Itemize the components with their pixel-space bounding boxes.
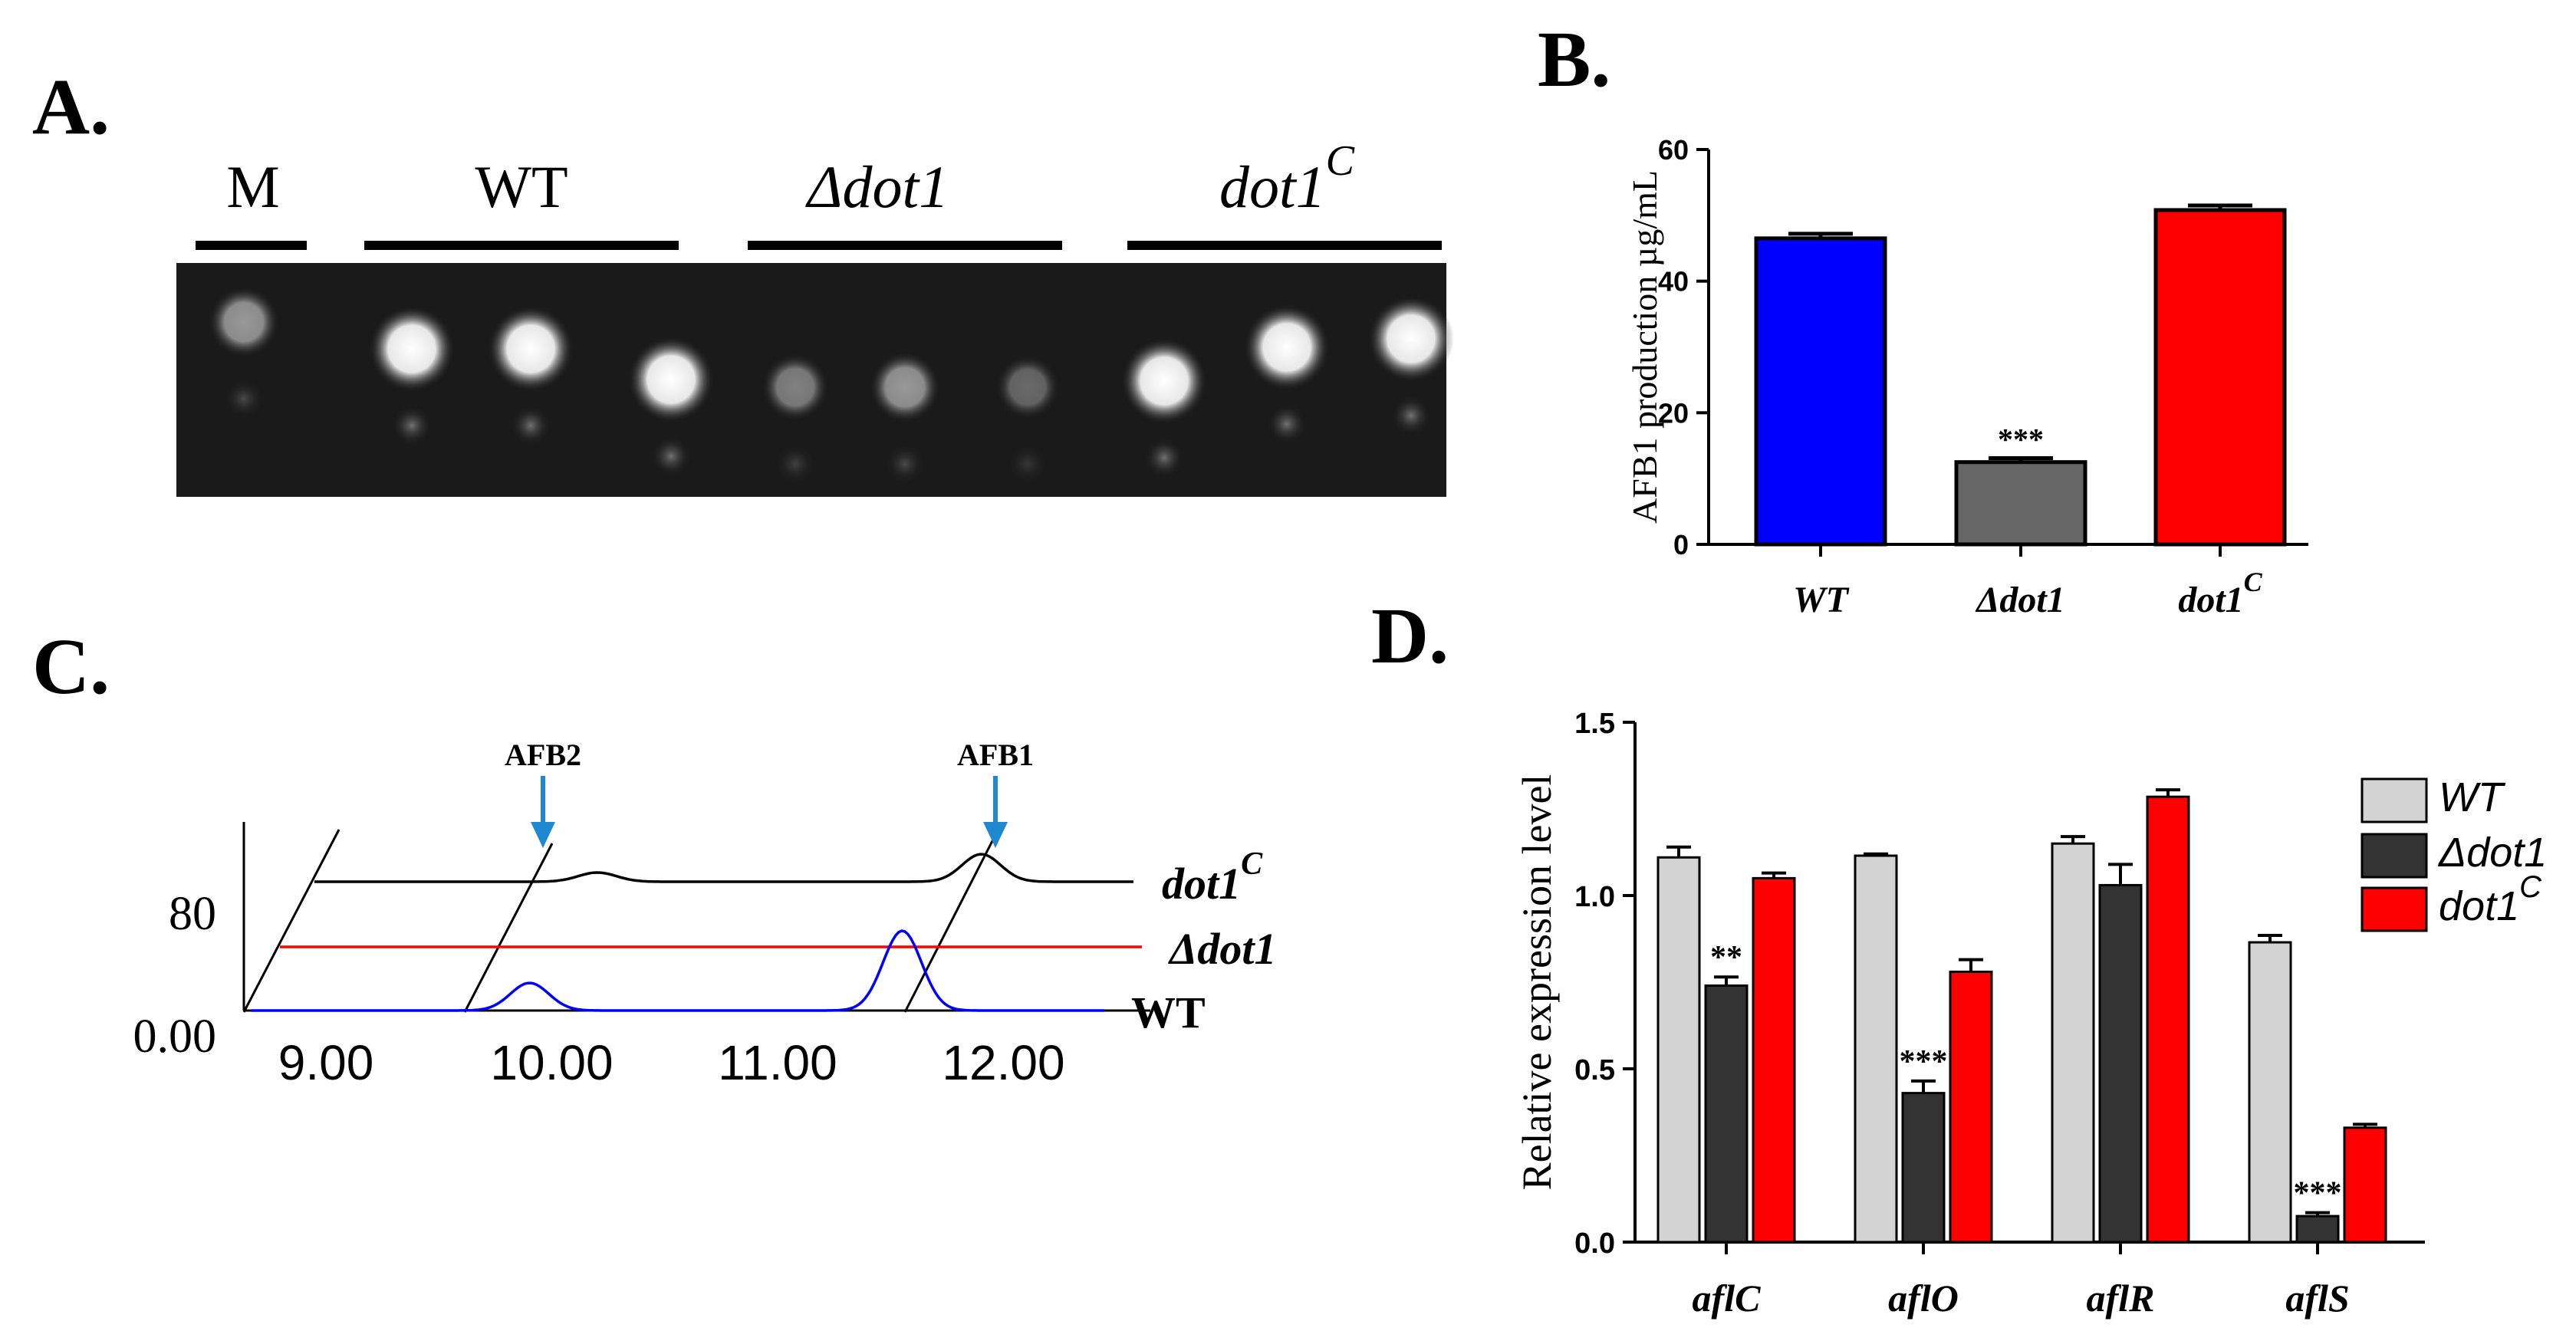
y-tick-label: 0 (1673, 529, 1689, 560)
bar (2153, 208, 2287, 547)
bar (1954, 460, 2087, 547)
tlc-spot (869, 351, 941, 423)
panel-c-chromatogram: 9.00 10.00 11.00 12.00 0.00 80 dot1C Δdot1 WT AFB… (133, 738, 1277, 1090)
tlc-spot-faint (651, 436, 691, 476)
tlc-spot (369, 306, 455, 392)
x-tick-label: aflO (1888, 1277, 1959, 1320)
tlc-spot (1121, 338, 1207, 424)
legend-swatch (2361, 777, 2428, 823)
x-tick-label: Δdot1 (1975, 580, 2064, 620)
y-axis-label: Relative expression level (1514, 774, 1560, 1191)
x-tick-label: 11.00 (718, 1035, 837, 1090)
bar (1656, 856, 1701, 1244)
x-tick-label: 12.00 (942, 1035, 1064, 1090)
x-tick-label: aflS (2285, 1277, 2349, 1320)
peak-arrow-head (531, 822, 555, 848)
trace-line (314, 853, 1133, 883)
trace-label: WT (1131, 988, 1206, 1037)
tlc-spot-faint (1144, 438, 1184, 478)
panel-label-c: C. (32, 623, 110, 711)
y-tick-label: 0.0 (1574, 1228, 1615, 1260)
significance-mark: *** (1998, 422, 2044, 457)
lane-label: dot1C (1219, 137, 1355, 220)
bar (1754, 236, 1887, 547)
lane-label: WT (475, 153, 568, 220)
y-tick-label: 0.00 (133, 1011, 217, 1063)
tlc-spot-faint (224, 379, 264, 419)
bar (2098, 883, 2143, 1244)
legend-label: dot1C (2439, 870, 2542, 929)
legend-label: WT (2439, 774, 2506, 820)
y-tick-label: 40 (1658, 266, 1689, 297)
bar (2051, 842, 2095, 1244)
trace-label: Δdot1 (1168, 924, 1276, 974)
tlc-spot-faint (775, 444, 815, 484)
bar (1901, 1092, 1946, 1244)
tlc-spot (208, 286, 280, 358)
x-tick-label: 9.00 (278, 1035, 374, 1090)
panel-label-d: D. (1371, 592, 1449, 680)
peak-label: AFB2 (505, 738, 581, 772)
y-tick-label: 60 (1658, 134, 1689, 166)
y-tick-label: 20 (1658, 397, 1689, 429)
tlc-spot-faint (1008, 444, 1048, 484)
panel-a-tlc: M WT Δdot1 dot1C (176, 137, 1454, 497)
bar (2295, 1214, 2340, 1244)
x-tick-label: 10.00 (490, 1035, 613, 1090)
x-tick-label: aflC (1693, 1277, 1762, 1320)
lane-label: M (226, 153, 279, 220)
tlc-spot-faint (885, 444, 925, 484)
significance-mark: *** (2294, 1176, 2342, 1211)
bar (2248, 941, 2292, 1244)
y-tick-label: 0.5 (1574, 1054, 1615, 1086)
x-tick-label: aflR (2087, 1277, 2155, 1320)
tlc-spot (995, 355, 1060, 419)
axis-skew-line (903, 831, 998, 1013)
bar (1854, 854, 1898, 1244)
significance-mark: *** (1900, 1044, 1948, 1080)
bar (2343, 1126, 2387, 1244)
panel-label-a: A. (32, 63, 110, 151)
bar (1752, 876, 1796, 1244)
tlc-spot-faint (511, 406, 551, 445)
bar (1704, 984, 1749, 1244)
trace-line (252, 929, 1104, 1012)
tlc-spot (1244, 304, 1330, 390)
axis-skew-line (463, 843, 554, 1013)
tlc-spot (488, 306, 574, 392)
tlc-spot (628, 337, 714, 422)
y-axis-label: AFB1 production µg/mL (1625, 170, 1664, 524)
tlc-spot-faint (1391, 396, 1431, 435)
trace-label: dot1C (1162, 846, 1263, 909)
tlc-spot-faint (1267, 404, 1307, 444)
bar (1949, 970, 1993, 1244)
tlc-spot-faint (392, 406, 432, 445)
lane-label: Δdot1 (805, 153, 949, 220)
significance-mark: ** (1710, 940, 1742, 975)
tlc-spot (1368, 296, 1454, 382)
panel-d-grouped-bar-chart: 0.0 0.5 1.0 1.5 Relative expression level afl… (1514, 708, 2547, 1320)
axis-skew-line (242, 829, 341, 1013)
tlc-spot (762, 353, 829, 421)
legend-label: Δdot1 (2437, 830, 2547, 876)
x-tick-label: dot1C (2178, 567, 2262, 620)
legend-swatch (2361, 833, 2428, 879)
peak-label: AFB1 (957, 738, 1034, 772)
panel-b-bar-chart: 0 20 40 60 AFB1 production µg/mL WT *** Δdot1 do… (1625, 134, 2308, 620)
y-tick-label: 1.5 (1574, 708, 1615, 740)
peak-arrow-head (983, 822, 1008, 848)
y-tick-label: 80 (169, 888, 216, 940)
panel-label-b: B. (1538, 15, 1611, 104)
bar (2146, 795, 2190, 1244)
y-tick-label: 1.0 (1574, 881, 1615, 913)
x-tick-label: WT (1793, 580, 1850, 620)
legend-swatch (2361, 886, 2428, 932)
